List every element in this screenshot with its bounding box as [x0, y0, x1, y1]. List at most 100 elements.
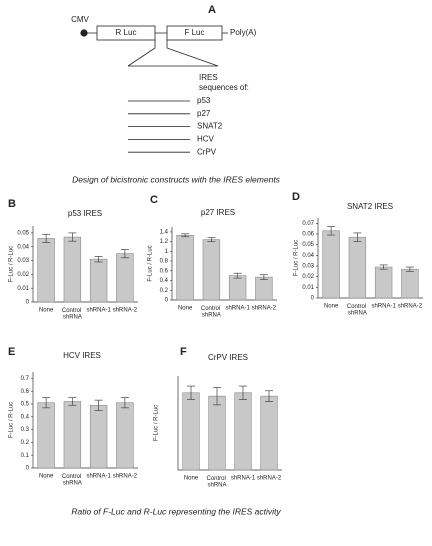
r-luc-label: R Luc: [116, 28, 137, 37]
y-tick-label: 0.03: [302, 264, 314, 270]
x-tick-label: shRNA-2: [252, 306, 277, 312]
ires-heading: IRES: [199, 73, 218, 82]
y-tick-label: 0.7: [21, 376, 30, 382]
panel-letter: D: [292, 191, 300, 203]
panel-letter: F: [180, 346, 187, 358]
bar: [348, 236, 367, 299]
bar: [401, 268, 419, 299]
bar: [374, 266, 393, 299]
error-bar: [207, 237, 216, 242]
x-tick-label: shRNA-1: [225, 306, 250, 312]
ires-bracket: [127, 40, 156, 67]
y-tick-label: 0.03: [17, 258, 29, 264]
y-tick-label: 0.01: [302, 285, 314, 291]
error-bar: [259, 274, 268, 280]
error-bar: [120, 249, 129, 259]
x-tick-label: shRNA-2: [257, 476, 282, 482]
y-tick-label: 0.6: [21, 389, 30, 395]
y-tick-label: 0: [165, 298, 169, 304]
bar: [255, 276, 273, 301]
bar: [176, 234, 194, 301]
y-axis-label: F-Luc / R-Luc: [148, 245, 154, 281]
x-tick-label: None: [184, 476, 199, 482]
chart-title: SNAT2 IRES: [347, 202, 393, 211]
y-axis-label: F-Luc / R-Luc: [154, 405, 160, 441]
y-tick-label: 1.4: [160, 229, 169, 235]
error-bar: [327, 226, 336, 236]
error-bar: [379, 264, 388, 270]
y-tick-label: 0.01: [17, 286, 29, 292]
y-tick-label: 0: [311, 296, 315, 302]
y-tick-label: 0.07: [302, 221, 314, 227]
error-bar: [120, 397, 129, 409]
y-tick-label: 0.05: [302, 242, 314, 248]
bar: [116, 253, 134, 303]
panel-letter: A: [208, 4, 216, 16]
bar: [63, 401, 82, 469]
y-tick-label: 0.6: [160, 268, 169, 274]
ires-label: HCV: [197, 135, 215, 144]
x-tick-label: None: [39, 474, 54, 480]
x-tick-label: shRNA-1: [371, 304, 396, 310]
bar: [89, 258, 108, 303]
x-tick-label: shRNA-2: [113, 474, 138, 480]
y-tick-label: 0.04: [17, 244, 29, 250]
bar: [228, 275, 247, 301]
error-bar: [239, 385, 247, 400]
y-tick-label: 0.1: [21, 453, 30, 459]
panel-letter: B: [8, 198, 16, 210]
x-tick-label: Control shRNA: [347, 304, 368, 317]
y-tick-label: 0.2: [160, 288, 169, 294]
x-tick-label: shRNA-2: [113, 308, 138, 314]
diagram: [80, 25, 228, 67]
bar: [37, 238, 55, 303]
ires-bracket: [166, 40, 219, 67]
y-tick-label: 0.05: [17, 230, 29, 236]
y-axis-label: F-Luc / R-Luc: [9, 246, 15, 282]
x-tick-label: shRNA-1: [86, 308, 111, 314]
y-tick-label: 0: [26, 300, 30, 306]
ires-label: p27: [197, 109, 211, 118]
y-tick-label: 0.8: [160, 259, 169, 265]
x-tick-label: shRNA-1: [231, 476, 256, 482]
r-luc-box: [96, 25, 156, 41]
x-tick-label: shRNA-1: [86, 474, 111, 480]
y-axis-label: F-Luc / R-Luc: [294, 240, 300, 276]
y-tick-label: 0.06: [302, 232, 314, 238]
cmv-label: CMV: [71, 15, 89, 24]
error-bar: [213, 387, 221, 406]
chart-title: p27 IRES: [201, 208, 235, 217]
caption: Design of bicistronic constructs with th…: [72, 174, 281, 184]
y-tick-label: 1.2: [160, 239, 169, 245]
x-tick-label: Control shRNA: [62, 474, 83, 487]
y-tick-label: 0.02: [17, 272, 29, 278]
ires-label: p53: [197, 96, 211, 105]
x-tick-label: shRNA-2: [398, 304, 423, 310]
bar: [116, 402, 134, 469]
x-tick-label: None: [178, 306, 193, 312]
bar: [234, 392, 252, 471]
x-tick-label: Control shRNA: [62, 308, 83, 321]
x-tick-label: Control shRNA: [201, 306, 222, 319]
error-bar: [94, 256, 103, 263]
error-bar: [68, 397, 77, 406]
bar: [202, 239, 221, 301]
bar: [182, 392, 200, 471]
y-tick-label: 1: [165, 249, 169, 255]
chart-title: HCV IRES: [63, 351, 101, 360]
y-tick-label: 0: [26, 466, 30, 472]
y-tick-label: 0.04: [302, 253, 314, 259]
error-bar: [353, 232, 362, 242]
bar: [63, 236, 82, 303]
error-bar: [42, 233, 51, 243]
bar: [208, 395, 226, 471]
error-bar: [68, 232, 77, 242]
bar: [322, 230, 340, 299]
error-bar: [233, 272, 242, 279]
error-bar: [405, 266, 414, 272]
y-tick-label: 0.4: [21, 414, 30, 420]
x-tick-label: None: [324, 304, 339, 310]
poly-a-label: Poly(A): [230, 28, 257, 37]
ires-heading: sequences of:: [199, 83, 249, 92]
